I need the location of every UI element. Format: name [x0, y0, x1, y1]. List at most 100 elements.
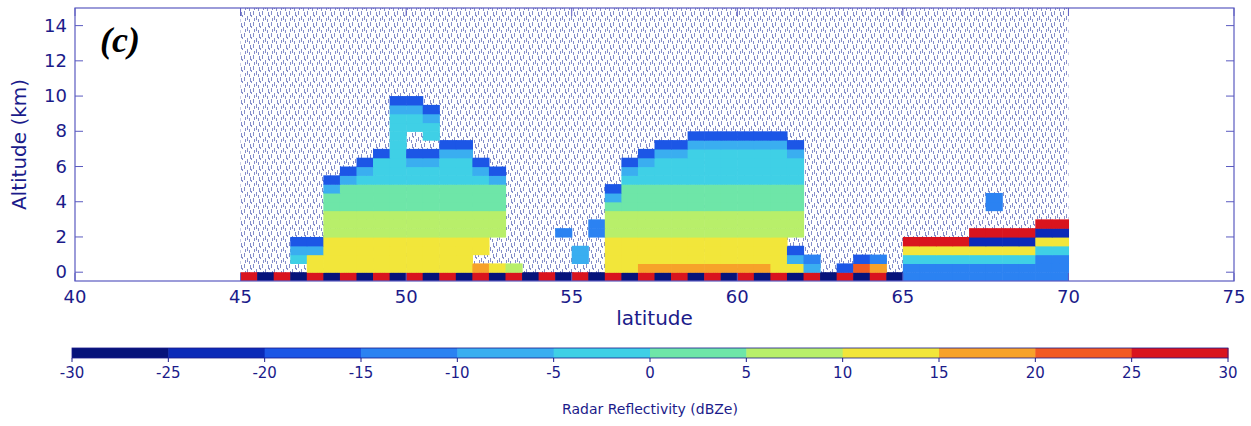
colorbar-swatch [361, 348, 458, 358]
cell [340, 202, 357, 211]
cell [1002, 228, 1019, 237]
cell [754, 140, 771, 149]
y-tick-right [1226, 60, 1234, 61]
cell [605, 184, 622, 193]
cell [638, 228, 655, 237]
cell [770, 149, 787, 158]
cell [688, 158, 705, 167]
cell [588, 219, 605, 228]
cell [390, 140, 407, 149]
colorbar-swatch [1132, 348, 1229, 358]
y-tick-label: 8 [56, 120, 67, 141]
cell [638, 237, 655, 246]
cell [274, 272, 291, 281]
cell [704, 193, 721, 202]
y-tick-right [1226, 236, 1234, 237]
cell [489, 167, 506, 176]
cell [1052, 272, 1069, 281]
x-tick [1234, 273, 1235, 281]
cell [423, 105, 440, 114]
x-tick [571, 273, 572, 281]
cell [919, 237, 936, 246]
cell [671, 158, 688, 167]
x-tick-label: 60 [726, 286, 749, 307]
cell [721, 193, 738, 202]
cell [754, 211, 771, 220]
cell [472, 158, 489, 167]
cell [323, 228, 340, 237]
cell [621, 211, 638, 220]
cell [456, 158, 473, 167]
cell [804, 255, 821, 264]
cell [439, 184, 456, 193]
cell [754, 272, 771, 281]
cell [754, 219, 771, 228]
cell [671, 202, 688, 211]
y-tick [75, 166, 83, 167]
cell [390, 131, 407, 140]
cell [704, 158, 721, 167]
cell [423, 149, 440, 158]
cell [472, 193, 489, 202]
cell [373, 255, 390, 264]
cell [704, 175, 721, 184]
cell [638, 202, 655, 211]
x-tick-label: 70 [1057, 286, 1080, 307]
cell [919, 255, 936, 264]
cell [953, 272, 970, 281]
cell [1052, 263, 1069, 272]
cell [787, 140, 804, 149]
cell [423, 237, 440, 246]
cell [340, 175, 357, 184]
cell [638, 272, 655, 281]
cell [787, 211, 804, 220]
cell [621, 272, 638, 281]
cell [770, 193, 787, 202]
cell [621, 202, 638, 211]
cell [356, 228, 373, 237]
cell [621, 255, 638, 264]
cell [737, 211, 754, 220]
cell [655, 175, 672, 184]
colorbar-tick-label: 15 [929, 364, 948, 382]
x-tick-top [240, 8, 241, 16]
cell [323, 246, 340, 255]
cell [390, 96, 407, 105]
cell [423, 263, 440, 272]
cell [406, 237, 423, 246]
cell [423, 193, 440, 202]
cell [655, 263, 672, 272]
cell [704, 131, 721, 140]
cell [456, 175, 473, 184]
cell [505, 272, 522, 281]
cell [919, 246, 936, 255]
x-tick-top [737, 8, 738, 16]
cell [323, 202, 340, 211]
cell [356, 237, 373, 246]
cell [737, 272, 754, 281]
cell [655, 219, 672, 228]
cell [919, 263, 936, 272]
cell [655, 202, 672, 211]
cell [1035, 272, 1052, 281]
cell [853, 263, 870, 272]
cell [770, 140, 787, 149]
cell [373, 272, 390, 281]
cell [688, 228, 705, 237]
cell [655, 193, 672, 202]
cell [986, 193, 1003, 202]
colorbar-tick [553, 358, 554, 362]
cell [456, 202, 473, 211]
cell [621, 228, 638, 237]
cell [423, 122, 440, 131]
cell [323, 219, 340, 228]
cell [671, 263, 688, 272]
cell [390, 246, 407, 255]
colorbar-swatch [939, 348, 1036, 358]
x-tick [1068, 273, 1069, 281]
cell [953, 255, 970, 264]
colorbar-tick-label: -5 [546, 364, 561, 382]
cell [505, 263, 522, 272]
cell [986, 272, 1003, 281]
cell [439, 255, 456, 264]
